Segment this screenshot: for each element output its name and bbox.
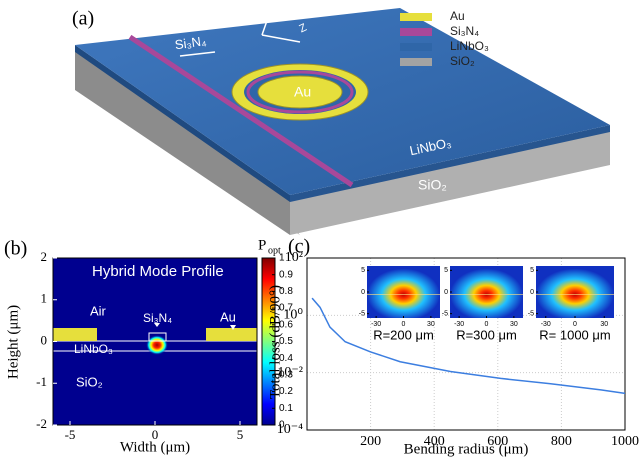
inset-y-tick-label: 0 xyxy=(444,289,448,296)
y-tick-label: 10⁻⁴ xyxy=(277,422,303,437)
legend-label: Au xyxy=(450,9,465,23)
legend-label: SiO₂ xyxy=(450,54,475,68)
legend-swatch xyxy=(400,58,432,66)
inset-map xyxy=(367,266,440,318)
inset-map xyxy=(450,266,523,318)
x-tick-label: 800 xyxy=(551,434,572,449)
legend-label: Si₃N₄ xyxy=(450,24,479,38)
inset-label: R=300 μm xyxy=(456,327,517,342)
panel-label: (b) xyxy=(4,238,27,260)
y-tick-label: -2 xyxy=(36,416,47,431)
inset-y-tick-label: -5 xyxy=(359,311,365,318)
y-axis-label: Total loss (dB/90°) xyxy=(267,285,283,399)
colorbar-label: P xyxy=(258,237,266,253)
inset-label: R= 1000 μm xyxy=(539,327,610,342)
inset-y-tick-label: 5 xyxy=(361,267,365,274)
figure: (a)AuSi₃N₄LiNbO₃SiO₂Si₃N₄YZAuLiNbO₃SiO₂(… xyxy=(0,0,640,458)
inset-y-tick-label: 0 xyxy=(361,289,365,296)
y-tick-label: 0 xyxy=(41,332,48,347)
annotation: SiO₂ xyxy=(418,177,447,193)
inset-y-tick-label: 5 xyxy=(530,267,534,274)
inset-label: R=200 μm xyxy=(373,327,434,342)
colorbar-tick-label: 0.1 xyxy=(279,403,293,414)
annotation: Y xyxy=(256,6,264,18)
x-tick-label: 5 xyxy=(237,427,244,442)
annotation: Air xyxy=(90,303,107,318)
inset-y-tick-label: -5 xyxy=(442,311,448,318)
x-tick-label: 200 xyxy=(360,434,381,449)
colorbar-label-sub: opt xyxy=(268,245,281,256)
au-electrode xyxy=(53,328,97,341)
colorbar-tick-label: 0.9 xyxy=(279,269,293,280)
legend-swatch xyxy=(400,13,432,21)
x-tick-label: -5 xyxy=(65,427,76,442)
au-electrode xyxy=(206,328,257,341)
annotation: SiO₂ xyxy=(76,374,103,389)
legend-swatch xyxy=(400,43,432,51)
y-axis-label: Height (μm) xyxy=(5,305,21,379)
x-tick-label: 1000 xyxy=(611,434,639,449)
annotation: Au xyxy=(220,309,236,324)
panel-label: (a) xyxy=(72,8,94,30)
annotation: Au xyxy=(294,84,311,100)
y-tick-label: 1 xyxy=(41,291,48,306)
legend-swatch xyxy=(400,28,432,36)
legend-label: LiNbO₃ xyxy=(450,39,489,53)
y-tick-label: 2 xyxy=(41,249,48,264)
inset-y-tick-label: -5 xyxy=(528,311,534,318)
y-tick-label: -1 xyxy=(36,374,47,389)
annotation: LiNbO₃ xyxy=(74,342,113,356)
inset-y-tick-label: 0 xyxy=(530,289,534,296)
plot-title: Hybrid Mode Profile xyxy=(92,263,224,280)
y-tick-label: 10⁰ xyxy=(283,308,303,323)
inset-map xyxy=(536,266,614,318)
schematic xyxy=(75,8,610,235)
x-axis-label: Width (μm) xyxy=(120,439,190,455)
y-tick-label: 10² xyxy=(285,250,303,265)
inset-y-tick-label: 5 xyxy=(444,267,448,274)
x-axis-label: Bending radius (μm) xyxy=(404,441,529,457)
